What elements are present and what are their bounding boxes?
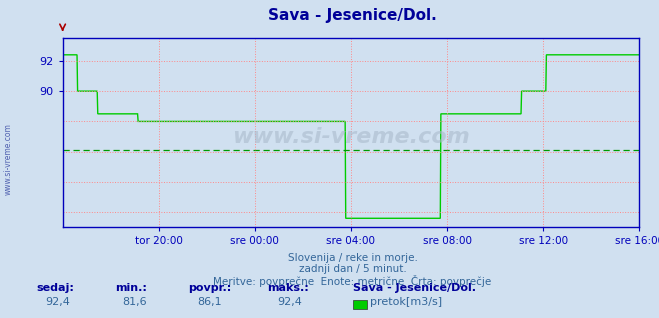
Text: povpr.:: povpr.: [188,283,231,293]
Text: min.:: min.: [115,283,147,293]
Text: pretok[m3/s]: pretok[m3/s] [370,297,442,307]
Text: Sava - Jesenice/Dol.: Sava - Jesenice/Dol. [353,283,476,293]
Text: Sava - Jesenice/Dol.: Sava - Jesenice/Dol. [268,8,437,23]
Text: 92,4: 92,4 [45,297,70,307]
Text: sedaj:: sedaj: [36,283,74,293]
Text: 92,4: 92,4 [277,297,302,307]
Text: www.si-vreme.com: www.si-vreme.com [232,127,470,147]
Text: zadnji dan / 5 minut.: zadnji dan / 5 minut. [299,264,407,274]
Text: maks.:: maks.: [267,283,308,293]
Text: 86,1: 86,1 [198,297,222,307]
Text: 81,6: 81,6 [122,297,146,307]
Text: Meritve: povprečne  Enote: metrične  Črta: povprečje: Meritve: povprečne Enote: metrične Črta:… [214,275,492,287]
Text: www.si-vreme.com: www.si-vreme.com [3,123,13,195]
Text: Slovenija / reke in morje.: Slovenija / reke in morje. [287,253,418,263]
